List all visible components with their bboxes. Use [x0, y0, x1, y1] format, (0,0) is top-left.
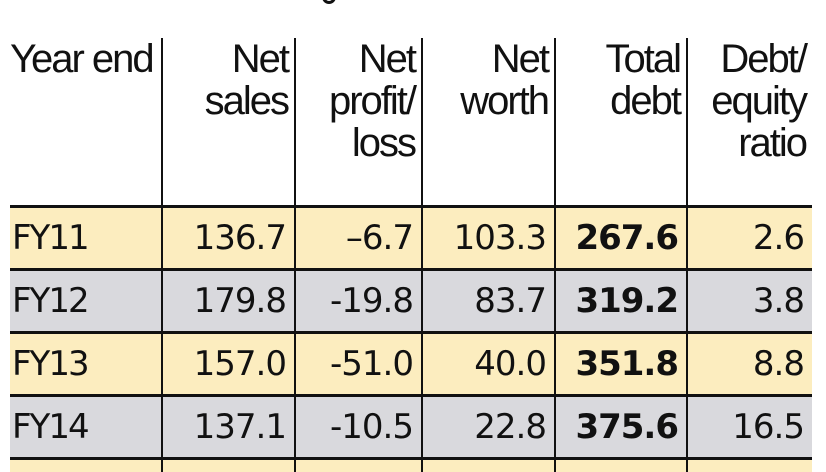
cell-debt-equity-ratio: 16.5: [687, 396, 812, 459]
table-row: FY11 136.7 –6.7 103.3 267.6 2.6: [10, 207, 812, 270]
cell-net-sales: 179.8: [162, 270, 295, 333]
header-net-profit-loss: Net profit/ loss: [295, 38, 422, 207]
header-year-end: Year end: [10, 38, 162, 207]
header-debt-equity-ratio: Debt/ equity ratio: [687, 38, 812, 207]
cell-debt-equity-ratio: 8.8: [687, 333, 812, 396]
cell-net-worth: 103.3: [422, 207, 555, 270]
cell-net-profit-loss: -10.5: [295, 396, 422, 459]
cell-debt-equity-ratio: 2.6: [687, 207, 812, 270]
cell-net-worth: 40.0: [422, 333, 555, 396]
cell-year-end: FY13: [10, 333, 162, 396]
cell-net-worth: 83.7: [422, 270, 555, 333]
cell-net-sales: 136.7: [162, 207, 295, 270]
table-row: FY13 157.0 -51.0 40.0 351.8 8.8: [10, 333, 812, 396]
header-total-debt: Total debt: [555, 38, 687, 207]
cell-year-end: FY14: [10, 396, 162, 459]
cell-total-debt: 375.6: [555, 396, 687, 459]
cell-net-profit-loss: -51.0: [295, 333, 422, 396]
cell-cropped: [555, 459, 687, 472]
cell-net-profit-loss: –6.7: [295, 207, 422, 270]
cropped-title: [0, 0, 826, 8]
header-net-sales: Net sales: [162, 38, 295, 207]
title-fragment: [322, 0, 336, 4]
header-row: Year end Net sales Net profit/ loss Net …: [10, 38, 812, 207]
cell-cropped: [422, 459, 555, 472]
cell-total-debt: 267.6: [555, 207, 687, 270]
cell-total-debt: 319.2: [555, 270, 687, 333]
cell-total-debt: 351.8: [555, 333, 687, 396]
cell-net-sales: 137.1: [162, 396, 295, 459]
cell-year-end: FY11: [10, 207, 162, 270]
cell-debt-equity-ratio: 3.8: [687, 270, 812, 333]
cell-net-sales: 157.0: [162, 333, 295, 396]
cell-cropped: [687, 459, 812, 472]
cell-net-worth: 22.8: [422, 396, 555, 459]
cell-year-end: FY12: [10, 270, 162, 333]
cell-net-profit-loss: -19.8: [295, 270, 422, 333]
cell-cropped: [162, 459, 295, 472]
table-row: FY12 179.8 -19.8 83.7 319.2 3.8: [10, 270, 812, 333]
financial-table: Year end Net sales Net profit/ loss Net …: [10, 38, 812, 472]
header-net-worth: Net worth: [422, 38, 555, 207]
cell-cropped: [295, 459, 422, 472]
table-row: FY14 137.1 -10.5 22.8 375.6 16.5: [10, 396, 812, 459]
table-row-cropped: [10, 459, 812, 472]
cell-cropped: [10, 459, 162, 472]
